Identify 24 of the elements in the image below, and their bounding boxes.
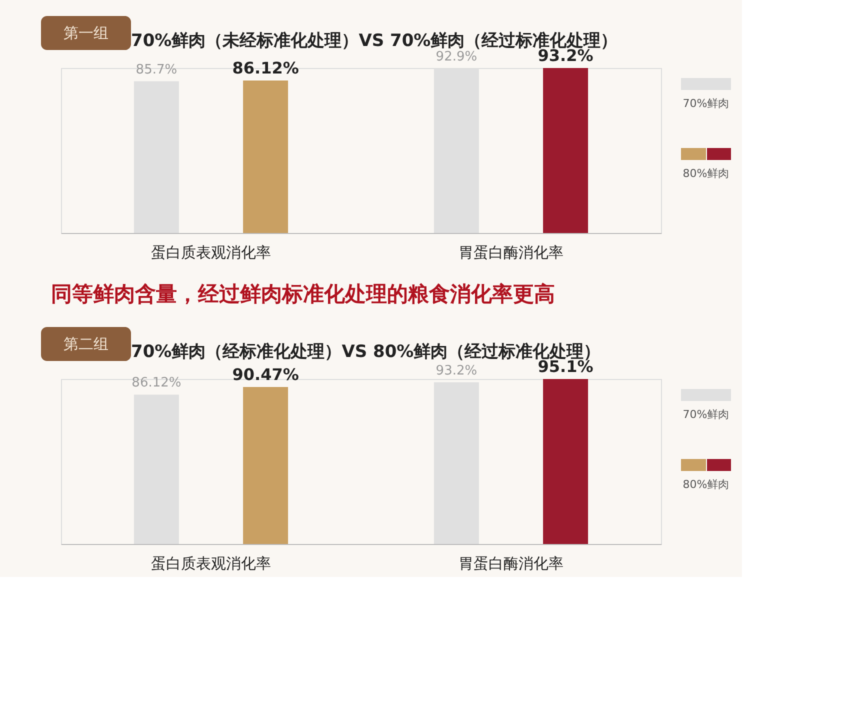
- text: 第一组: [64, 24, 108, 42]
- data-label: 86.12%: [232, 58, 299, 78]
- x-tick-label: 胃蛋白酶消化率: [458, 244, 564, 262]
- legend-label: 70%鲜肉: [682, 408, 730, 421]
- bar: [134, 81, 179, 233]
- bar: [243, 387, 288, 544]
- bar: [543, 68, 588, 233]
- bar: [434, 382, 479, 544]
- data-label: 92.9%: [436, 50, 478, 65]
- legend-label: 70%鲜肉: [682, 97, 730, 110]
- text: 第二组: [64, 335, 108, 353]
- bar: [134, 394, 179, 544]
- data-label: 93.2%: [436, 363, 478, 378]
- x-tick-label: 胃蛋白酶消化率: [458, 554, 564, 572]
- bar: [243, 80, 288, 233]
- data-label: 86.12%: [132, 376, 182, 391]
- data-label: 85.7%: [136, 62, 178, 78]
- x-tick-label: 蛋白质表观消化率: [151, 244, 271, 262]
- bar: [543, 379, 588, 544]
- text: 同等鲜肉含量，经过鲜肉标准化处理的粮食消化率更高: [51, 282, 555, 306]
- data-label: 90.47%: [232, 365, 299, 384]
- legend-label: 80%鲜肉: [682, 167, 730, 180]
- legend-label: 80%鲜肉: [682, 478, 730, 491]
- x-tick-label: 蛋白质表观消化率: [151, 554, 271, 572]
